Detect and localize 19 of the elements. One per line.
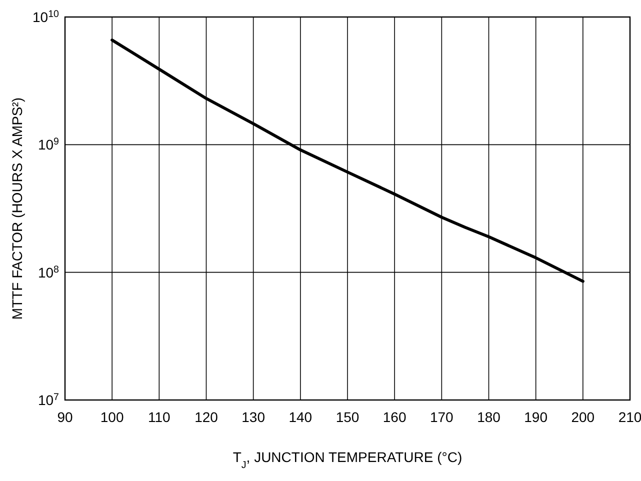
x-tick-label: 200	[571, 409, 595, 425]
x-tick-label: 130	[242, 409, 266, 425]
y-tick-label: 10$^{10}$	[32, 8, 60, 25]
x-tick-label: 120	[194, 409, 218, 425]
y-tick-label: 10$^{8}$	[38, 264, 60, 280]
x-tick-label: 140	[288, 409, 312, 425]
x-tick-label: 170	[430, 409, 454, 425]
x-tick-label: 190	[524, 409, 548, 425]
x-tick-label: 180	[477, 409, 501, 425]
x-tick-label: 160	[382, 409, 406, 425]
y-tick-label: 10$^{9}$	[38, 136, 59, 153]
y-tick-label: 10$^{7}$	[38, 392, 59, 408]
x-tick-label: 100	[100, 409, 124, 425]
x-axis-title: T$_{J}$, JUNCTION TEMPERATURE (°C)	[232, 449, 462, 470]
x-tick-label: 110	[148, 409, 171, 425]
x-tick-label: 150	[336, 409, 360, 425]
y-axis-title: MTTF FACTOR (HOURS X AMPS²)	[9, 97, 25, 320]
x-tick-label: 90	[57, 409, 73, 425]
x-tick-label: 210	[618, 409, 641, 425]
